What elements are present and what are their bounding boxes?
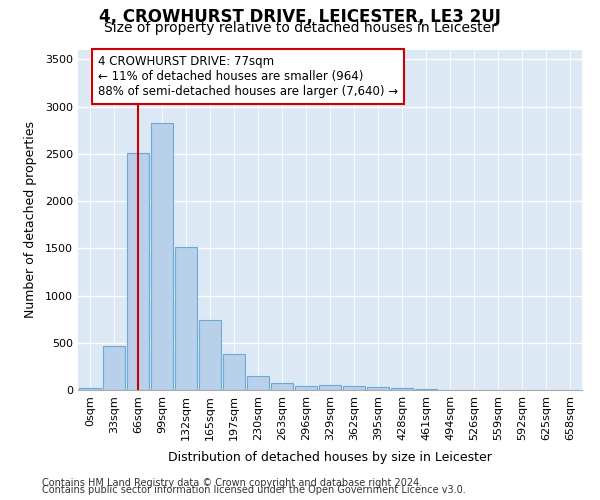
Bar — [103, 346, 125, 390]
X-axis label: Distribution of detached houses by size in Leicester: Distribution of detached houses by size … — [168, 451, 492, 464]
Text: Size of property relative to detached houses in Leicester: Size of property relative to detached ho… — [104, 21, 496, 35]
Bar — [199, 320, 221, 390]
Y-axis label: Number of detached properties: Number of detached properties — [23, 122, 37, 318]
Bar — [247, 376, 269, 390]
Bar — [343, 386, 365, 390]
Bar — [391, 388, 413, 390]
Text: 4, CROWHURST DRIVE, LEICESTER, LE3 2UJ: 4, CROWHURST DRIVE, LEICESTER, LE3 2UJ — [99, 8, 501, 26]
Bar — [295, 386, 317, 390]
Text: Contains public sector information licensed under the Open Government Licence v3: Contains public sector information licen… — [42, 485, 466, 495]
Bar — [271, 383, 293, 390]
Text: Contains HM Land Registry data © Crown copyright and database right 2024.: Contains HM Land Registry data © Crown c… — [42, 478, 422, 488]
Text: 4 CROWHURST DRIVE: 77sqm
← 11% of detached houses are smaller (964)
88% of semi-: 4 CROWHURST DRIVE: 77sqm ← 11% of detach… — [98, 55, 398, 98]
Bar — [175, 248, 197, 390]
Bar — [367, 387, 389, 390]
Bar — [79, 388, 101, 390]
Bar — [223, 354, 245, 390]
Bar — [319, 386, 341, 390]
Bar — [151, 122, 173, 390]
Bar — [415, 389, 437, 390]
Bar — [127, 153, 149, 390]
